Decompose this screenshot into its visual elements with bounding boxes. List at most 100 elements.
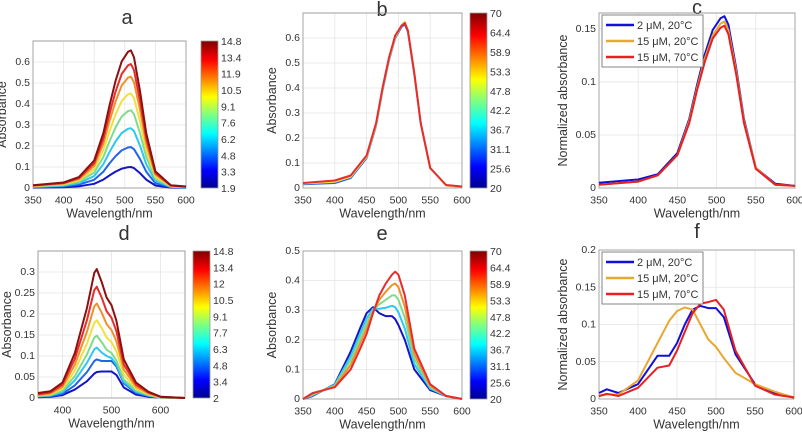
x-tick-label: 600 [786,195,802,207]
colorbar-tick-label: 13.4 [213,262,234,274]
panel-title: a [121,7,133,29]
colorbar [192,250,211,399]
y-axis-label: Normalized absorbance [556,34,570,166]
x-tick-label: 350 [590,406,608,418]
y-tick-label: 0.1 [581,319,596,331]
x-axis-label: Wavelength/nm [66,207,152,221]
y-tick-label: 0.6 [15,56,30,68]
y-axis-label: Absorbance [265,292,279,359]
series-line-2 [598,24,796,187]
colorbar-tick-label: 20 [490,183,502,195]
colorbar-tick-label: 4.8 [221,150,236,162]
series-line [32,127,187,189]
colorbar-tick-label: 3.3 [221,167,236,179]
x-tick-label: 350 [24,195,42,207]
colorbar-tick-label: 14.8 [221,36,242,48]
y-axis-label: Absorbance [265,67,279,134]
series-line [37,370,186,399]
panel-f: f 350 400 450 500 550 600 0 0.05 0.1 0.15 0.2 Wavele… [556,221,802,432]
y-tick-label: 0.05 [15,371,36,383]
y-tick-label: 0.05 [576,356,597,368]
colorbar-tick-label: 12 [213,279,225,291]
colorbar-tick-label: 42.2 [490,105,511,117]
series-line [32,49,187,188]
colorbar-tick-label: 2 [213,393,219,405]
colorbar-tick-label: 4.8 [213,360,228,372]
colorbar-tick-label: 7.6 [221,118,236,130]
x-tick-label: 400 [326,406,344,418]
colorbar-tick-label: 64.4 [490,27,511,39]
panel-title: e [376,223,387,245]
series-line [37,268,186,399]
x-tick-label: 400 [54,405,72,417]
x-tick-label: 500 [116,195,134,207]
colorbar-tick-label: 3.4 [213,377,228,389]
panel-title: f [694,221,700,243]
y-axis-label: Normalized absorbance [556,258,570,390]
panel-b: b 350 400 450 500 550 600 0 0.1 0.2 0.3 0.4 0.5 0.6 Wa… [265,0,511,221]
x-tick-label: 550 [421,406,439,418]
y-tick-label: 0.5 [15,77,30,89]
y-tick-label: 0.3 [15,119,30,131]
legend-label: 2 μM, 20°C [637,20,692,32]
plot-area [302,12,463,189]
colorbar-tick-label: 47.8 [490,86,511,98]
series-line [37,334,186,399]
legend-label: 15 μM, 20°C [637,273,699,285]
colorbar-tick-label: 1.9 [221,183,236,195]
y-tick-label: 0 [29,392,35,404]
y-tick-label: 0.2 [20,308,35,320]
x-tick-label: 400 [326,195,344,207]
series-line [302,294,463,400]
series-line [32,166,187,189]
panel-d: d 400 500 600 0 0.05 0.1 0.15 0.2 0.25 0.3 Waveleng… [0,223,234,431]
y-tick-label: 0.3 [285,304,300,316]
axes-box [598,249,795,400]
colorbar-tick-label: 36.7 [490,345,511,357]
series-line [37,302,186,399]
x-axis-label: Wavelength/nm [339,418,425,432]
panel-e: e 350 400 450 500 550 600 0 0.1 0.2 0.3 0.4 0.5 Wavel… [265,223,511,432]
x-tick-label: 500 [708,195,726,207]
legend-label: 15 μM, 20°C [637,36,699,48]
axes-box [37,250,186,399]
colorbar-tick-label: 53.3 [490,295,511,307]
x-tick-label: 350 [590,195,608,207]
legend-label: 2 μM, 20°C [637,257,692,269]
panel-title: b [376,0,387,21]
x-tick-label: 450 [358,406,376,418]
y-tick-label: 0.5 [285,245,300,257]
y-tick-label: 0.2 [285,334,300,346]
y-tick-label: 0 [294,393,300,405]
legend-label: 15 μM, 70°C [637,289,699,301]
x-tick-label: 500 [390,195,408,207]
colorbar-tick-label: 25.6 [490,378,511,390]
colorbar-tick-label: 36.7 [490,125,511,137]
x-tick-label: 450 [85,195,103,207]
y-tick-label: 0.1 [15,161,30,173]
x-axis-label: Wavelength/nm [68,417,154,431]
y-tick-label: 0.15 [576,23,597,35]
y-tick-label: 0 [590,182,596,194]
panel-a: a 350 400 450 500 550 600 0 0.1 0.2 0.3 0.4 0.5 0.6 Wa… [0,7,242,221]
colorbar-tick-label: 25.6 [490,164,511,176]
colorbar-tick-label: 31.1 [490,361,511,373]
axes-box [32,40,187,189]
axes-box [302,250,463,400]
x-tick-label: 450 [669,195,687,207]
y-tick-label: 0.15 [576,281,597,293]
colorbar [469,250,488,400]
series-line [32,109,187,189]
y-axis-label: Absorbance [0,81,9,148]
y-tick-label: 0.1 [285,363,300,375]
colorbar-tick-label: 70 [490,8,502,20]
colorbar-tick-label: 58.9 [490,47,511,59]
y-tick-label: 0 [24,182,30,194]
x-tick-label: 550 [147,195,165,207]
x-tick-label: 550 [746,406,764,418]
colorbar-tick-label: 47.8 [490,312,511,324]
x-tick-label: 400 [55,195,73,207]
series-line [302,22,463,188]
colorbar-tick-label: 7.7 [213,328,228,340]
